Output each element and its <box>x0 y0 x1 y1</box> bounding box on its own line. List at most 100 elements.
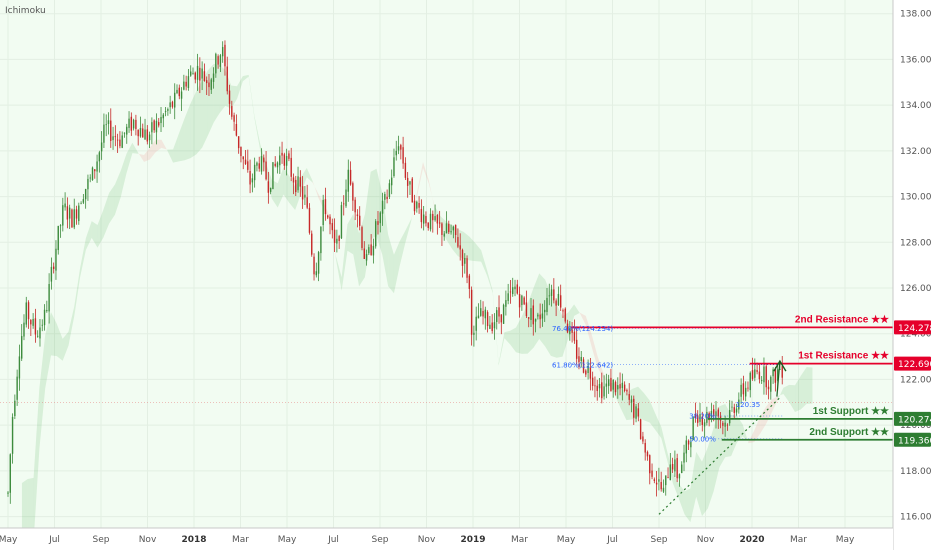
candle-body <box>333 229 336 243</box>
candle-body <box>651 470 653 477</box>
candle-body <box>18 356 21 379</box>
cloud-segment <box>231 85 238 109</box>
candle-body <box>489 324 491 329</box>
candle-body <box>619 384 621 389</box>
candle-body <box>406 177 409 186</box>
candle-body <box>649 455 651 474</box>
candle-body <box>617 385 619 390</box>
candle-body <box>160 116 162 124</box>
candle-body <box>107 120 110 125</box>
cloud-segment <box>736 415 743 443</box>
candle-body <box>461 249 464 266</box>
candle-body <box>256 162 258 166</box>
candle-body <box>269 187 272 192</box>
candle-body <box>135 119 137 129</box>
time-axis[interactable]: May Jul Sep Nov 2018 Mar May Jul Sep Nov 2019 Mar Ma… <box>0 527 893 550</box>
cloud-segment <box>144 147 150 162</box>
candle-body <box>509 291 512 293</box>
candle-body <box>345 189 347 207</box>
cloud-segment <box>696 451 703 517</box>
candle-body <box>169 102 171 108</box>
candle-body <box>582 359 585 373</box>
candle-body <box>119 139 121 147</box>
candle-body <box>20 336 23 359</box>
candle-body <box>100 142 103 152</box>
candle-body <box>14 400 16 417</box>
candle-body <box>187 76 190 88</box>
cloud-segment <box>591 333 598 368</box>
candle-body <box>372 245 375 256</box>
candle-body <box>258 163 260 169</box>
candle-body <box>601 382 603 399</box>
candle-body <box>78 205 80 222</box>
candle-body <box>98 152 101 162</box>
cloud-segment <box>85 221 92 250</box>
cloud-segment <box>109 184 115 224</box>
candle-body <box>763 366 765 383</box>
cloud-segment <box>155 139 162 153</box>
candle-body <box>103 124 105 143</box>
candle-body <box>633 398 635 418</box>
cloud-segment <box>800 367 807 410</box>
fib-label: 38.20% <box>689 413 716 421</box>
candle-body <box>55 248 57 271</box>
candle-body <box>16 376 18 400</box>
candle-body <box>301 186 304 200</box>
candle-body <box>393 157 395 177</box>
cloud-segment <box>423 162 429 184</box>
candle-body <box>285 156 288 166</box>
candle-body <box>317 252 320 274</box>
candle-body <box>438 222 441 224</box>
candle-body <box>774 368 777 383</box>
candle-body <box>747 387 749 389</box>
candle-body <box>459 245 461 250</box>
candle-body <box>253 164 256 181</box>
candle-body <box>171 101 174 107</box>
candle-body <box>379 212 381 224</box>
candle-body <box>653 479 656 481</box>
price-axis[interactable]: 116.000 118.000 120.000 122.000 124.000 126.0… <box>892 0 932 550</box>
candle-body <box>148 134 151 141</box>
candle-body <box>315 271 318 276</box>
x-tick-label: Jul <box>48 535 60 545</box>
x-tick-label: 2020 <box>739 535 764 545</box>
candle-body <box>308 207 311 233</box>
cloud-segment <box>306 168 313 183</box>
x-tick-label: Jul <box>327 535 339 545</box>
candle-body <box>71 209 73 228</box>
candle-body <box>306 197 308 208</box>
candle-body <box>114 136 117 138</box>
candle-body <box>665 475 667 486</box>
candle-body <box>361 227 363 248</box>
candle-body <box>402 147 404 164</box>
candle-body <box>436 214 439 224</box>
candle-body <box>87 178 89 190</box>
cloud-segment <box>161 139 168 151</box>
candle-body <box>464 257 466 264</box>
candle-body <box>352 183 354 201</box>
candle-body <box>242 156 244 160</box>
candle-body <box>322 199 324 226</box>
candle-body <box>706 411 708 423</box>
indicator-label: Ichimoku <box>5 6 46 16</box>
candle-body <box>251 178 254 183</box>
candle-body <box>571 329 573 333</box>
candle-body <box>210 79 212 90</box>
cloud-segment <box>643 393 650 423</box>
candle-body <box>738 399 740 410</box>
cloud-segment <box>341 224 348 291</box>
cloud-segment <box>91 221 98 248</box>
cloud-segment <box>661 427 668 461</box>
candle-body <box>555 300 557 306</box>
candle-body <box>422 214 425 224</box>
cloud-segment <box>74 268 81 317</box>
fib-label: 61.80%(122.642) <box>552 361 613 369</box>
candle-body <box>596 385 598 391</box>
cloud-segment <box>149 139 156 160</box>
candle-body <box>260 156 263 172</box>
candle-body <box>164 111 167 113</box>
candle-body <box>368 247 370 254</box>
price-tag <box>894 356 931 371</box>
candle-body <box>566 323 569 333</box>
